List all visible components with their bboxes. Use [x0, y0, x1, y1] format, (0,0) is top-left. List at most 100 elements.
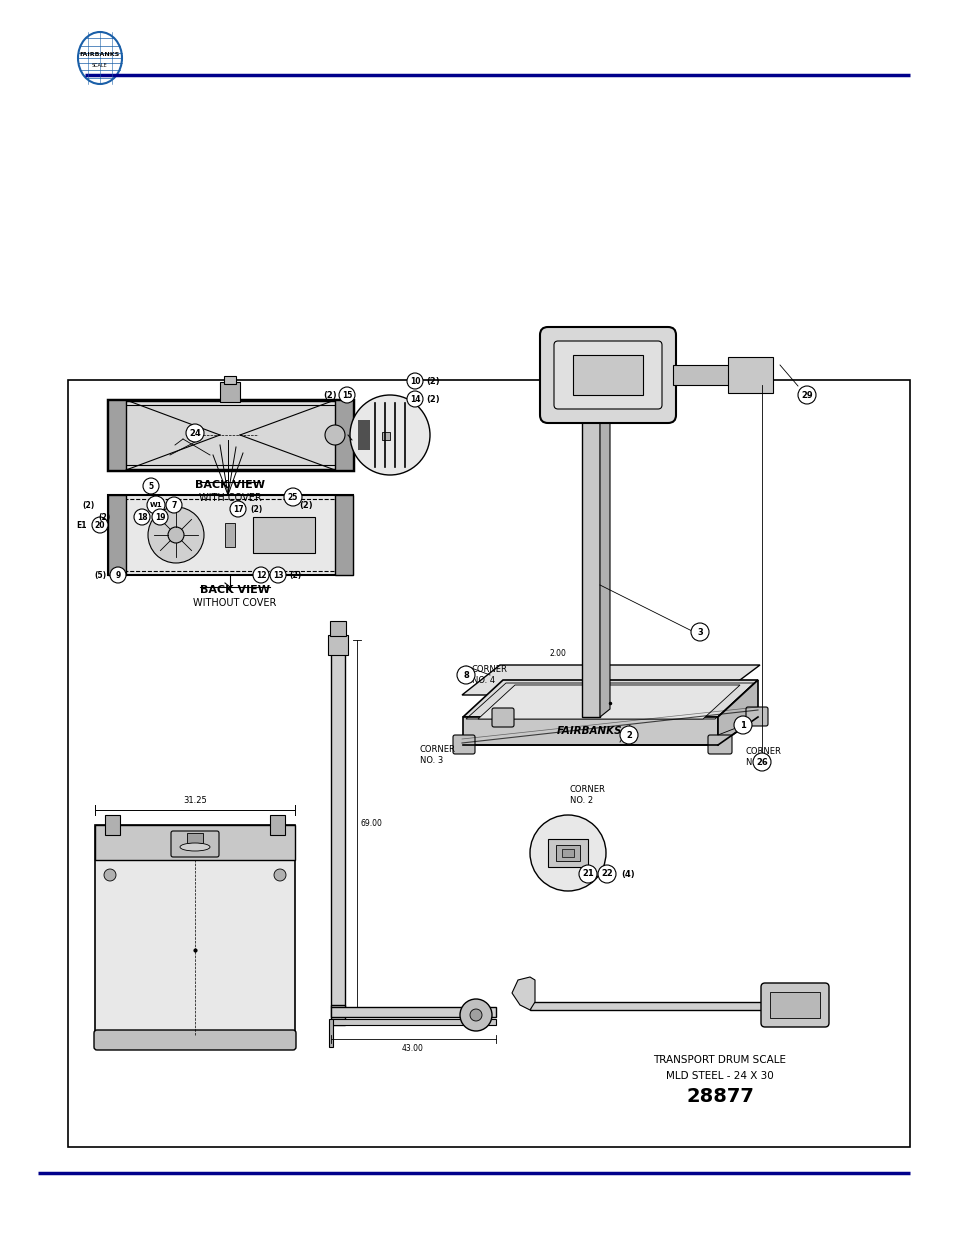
Bar	[270, 815, 285, 835]
Text: 17: 17	[233, 505, 243, 514]
Text: CORNER
NO. 4: CORNER NO. 4	[472, 666, 507, 684]
Circle shape	[148, 508, 204, 563]
Polygon shape	[718, 680, 758, 745]
Text: 2: 2	[625, 730, 631, 740]
Text: WITHOUT COVER: WITHOUT COVER	[193, 598, 276, 608]
Text: 9: 9	[115, 571, 120, 579]
Bar	[727, 357, 772, 393]
Bar	[112, 499, 349, 571]
Bar	[108, 400, 126, 471]
Text: 13: 13	[273, 571, 283, 579]
Text: SCALE: SCALE	[92, 63, 108, 68]
Circle shape	[578, 864, 597, 883]
Polygon shape	[599, 395, 609, 718]
Circle shape	[143, 478, 159, 494]
Bar	[187, 832, 203, 844]
Text: 20: 20	[94, 520, 105, 530]
Circle shape	[110, 567, 126, 583]
Bar	[113, 405, 347, 466]
Text: 28877: 28877	[685, 1088, 753, 1107]
Text: (5): (5)	[93, 571, 106, 579]
Circle shape	[690, 622, 708, 641]
Text: 2.00: 2.00	[549, 650, 566, 658]
FancyBboxPatch shape	[539, 327, 676, 424]
Bar	[220, 382, 240, 403]
Circle shape	[152, 509, 168, 525]
Polygon shape	[462, 718, 718, 745]
Circle shape	[470, 1009, 481, 1021]
Text: 15: 15	[341, 390, 352, 399]
FancyBboxPatch shape	[760, 983, 828, 1028]
Bar	[328, 635, 348, 655]
Text: 22: 22	[600, 869, 612, 878]
Text: (2): (2)	[99, 513, 111, 521]
Bar	[108, 495, 353, 576]
Circle shape	[166, 496, 182, 513]
Bar	[331, 1005, 345, 1025]
Circle shape	[350, 395, 430, 475]
Bar	[105, 815, 120, 835]
Bar	[329, 1019, 333, 1047]
Circle shape	[168, 527, 184, 543]
Polygon shape	[461, 664, 760, 695]
Bar	[331, 640, 345, 1007]
Bar	[330, 621, 346, 636]
Bar	[253, 517, 314, 553]
Bar	[556, 845, 579, 861]
Polygon shape	[477, 685, 740, 719]
Text: (2): (2)	[251, 505, 263, 514]
Text: CORNER
NO. 2: CORNER NO. 2	[569, 785, 605, 805]
Circle shape	[619, 726, 638, 743]
Text: 69.00: 69.00	[360, 820, 382, 829]
Circle shape	[407, 373, 422, 389]
Circle shape	[459, 999, 492, 1031]
Text: 12: 12	[255, 571, 266, 579]
Circle shape	[104, 869, 116, 881]
FancyBboxPatch shape	[745, 706, 767, 726]
Bar	[224, 375, 235, 384]
Bar	[335, 495, 353, 576]
Bar	[335, 400, 353, 471]
Bar	[331, 1019, 496, 1025]
Text: 14: 14	[410, 394, 420, 404]
Text: CORNER
NO. 1: CORNER NO. 1	[745, 747, 781, 767]
Polygon shape	[512, 977, 535, 1010]
Text: W1: W1	[150, 501, 162, 508]
Text: 31.25: 31.25	[183, 797, 207, 805]
Circle shape	[530, 815, 605, 890]
Circle shape	[274, 869, 286, 881]
Bar	[561, 848, 574, 857]
Text: 19: 19	[154, 513, 165, 521]
FancyBboxPatch shape	[94, 1030, 295, 1050]
Text: 29: 29	[801, 390, 812, 399]
Circle shape	[230, 501, 246, 517]
Text: TRANSPORT DRUM SCALE: TRANSPORT DRUM SCALE	[653, 1055, 785, 1065]
Bar	[547, 839, 587, 867]
Text: (2): (2)	[299, 500, 313, 510]
Circle shape	[91, 517, 108, 534]
Circle shape	[338, 387, 355, 403]
Circle shape	[270, 567, 286, 583]
Text: BACK VIEW: BACK VIEW	[200, 585, 270, 595]
Text: 1: 1	[740, 720, 745, 730]
Text: (2): (2)	[426, 394, 439, 404]
Text: (2): (2)	[426, 377, 439, 385]
Circle shape	[186, 424, 204, 442]
Circle shape	[147, 496, 165, 514]
Text: MLD STEEL - 24 X 30: MLD STEEL - 24 X 30	[665, 1071, 773, 1081]
Bar	[95, 825, 294, 1035]
Text: 10: 10	[410, 377, 420, 385]
Text: (2): (2)	[83, 500, 95, 510]
Bar	[357, 420, 370, 450]
Text: (2): (2)	[290, 571, 302, 579]
Circle shape	[253, 567, 269, 583]
Text: 7: 7	[172, 500, 176, 510]
FancyBboxPatch shape	[554, 341, 661, 409]
Text: E1: E1	[76, 520, 87, 530]
Text: 21: 21	[581, 869, 594, 878]
Bar	[530, 1002, 764, 1010]
Bar	[95, 825, 294, 860]
FancyBboxPatch shape	[171, 831, 219, 857]
Text: CORNER
NO. 3: CORNER NO. 3	[419, 745, 456, 764]
Circle shape	[407, 391, 422, 408]
